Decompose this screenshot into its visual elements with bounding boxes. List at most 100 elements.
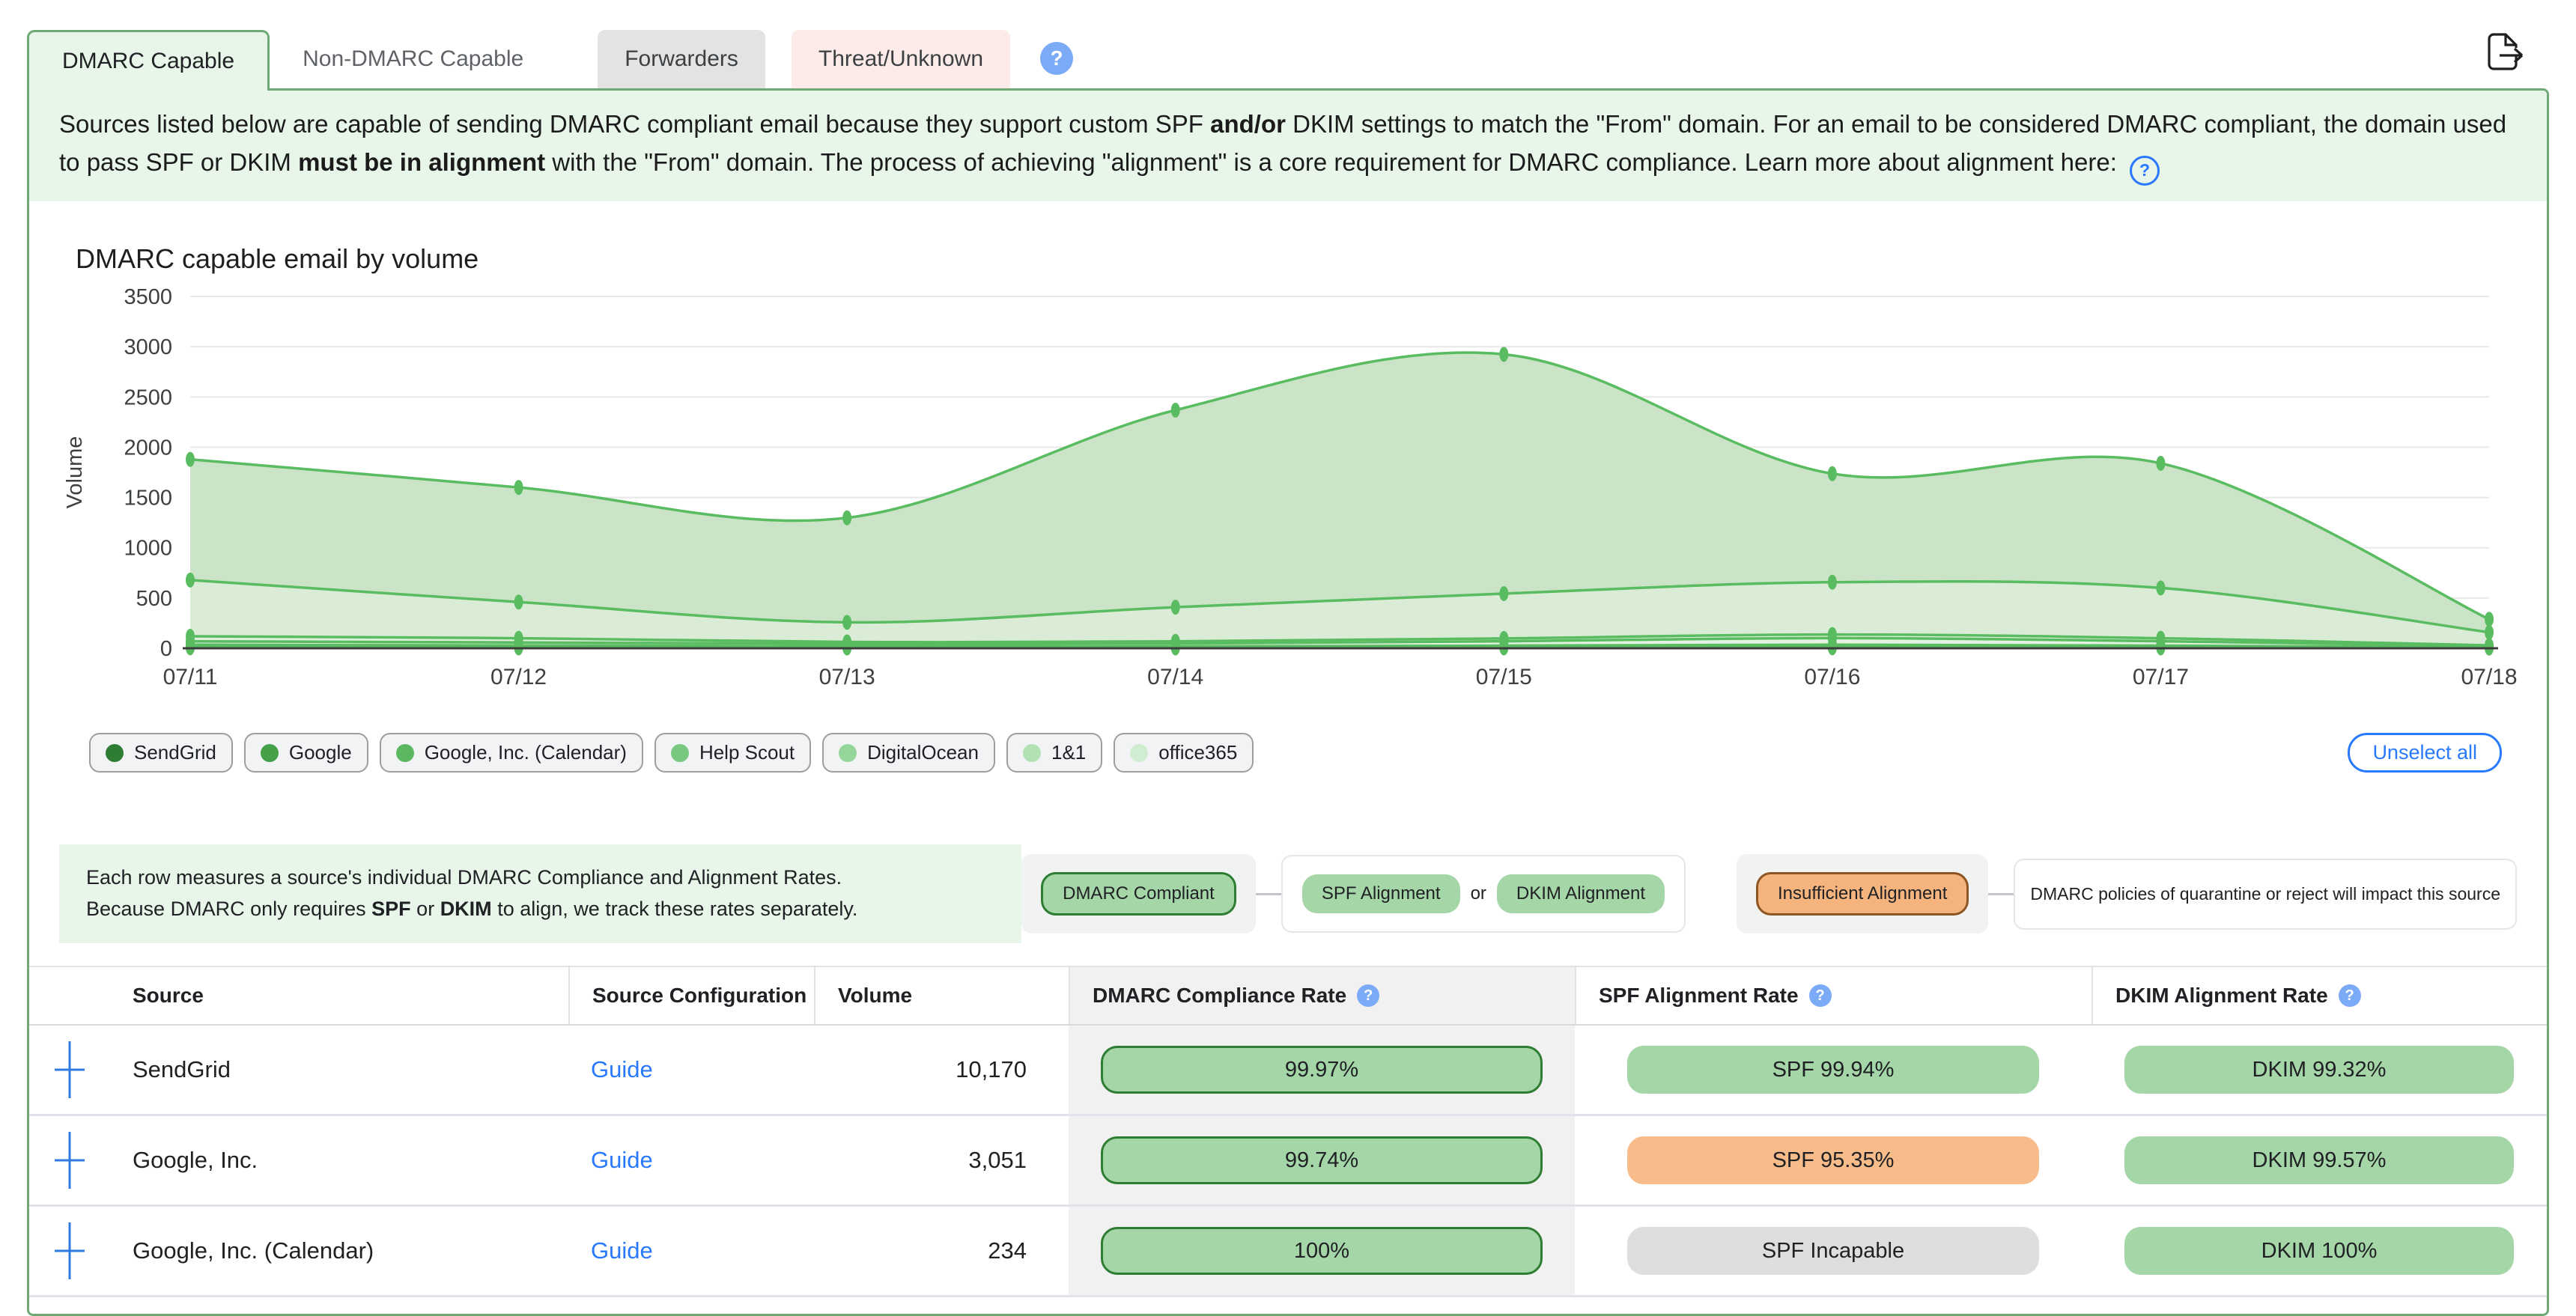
explainer-line2: Because DMARC only requires SPF or DKIM … (86, 898, 858, 921)
volume-column-header: Volume (814, 967, 1069, 1025)
volume-value: 10,170 (956, 1056, 1027, 1083)
dmarc-compliant-badge: DMARC Compliant (1041, 872, 1236, 916)
svg-text:3000: 3000 (124, 336, 172, 360)
connector-line (1988, 892, 2014, 895)
series-label: SendGrid (134, 741, 216, 764)
expand-row-button[interactable] (29, 1026, 110, 1114)
dkim-alignment-pill: DKIM 100% (2124, 1227, 2514, 1276)
svg-text:0: 0 (160, 637, 172, 661)
svg-text:2500: 2500 (124, 386, 172, 410)
export-icon[interactable] (2479, 28, 2528, 82)
series-label: Google (288, 741, 352, 764)
export-document-arrow-icon (2488, 33, 2524, 70)
or-label: or (1470, 883, 1486, 904)
dmarc-compliance-pill: 100% (1101, 1227, 1543, 1276)
svg-text:3500: 3500 (124, 285, 172, 309)
legend-chip-help-scout[interactable]: Help Scout (654, 733, 812, 773)
series-color-dot (1022, 743, 1041, 762)
tab-forwarders[interactable]: Forwarders (598, 30, 765, 88)
plus-icon (55, 1132, 85, 1189)
svg-text:07/14: 07/14 (1147, 665, 1203, 689)
source-name: Google, Inc. (Calendar) (133, 1237, 374, 1264)
table-row-google-calendar: Google, Inc. (Calendar) Guide 234 100% S… (29, 1207, 2547, 1298)
legend-chip-google-calendar[interactable]: Google, Inc. (Calendar) (379, 733, 643, 773)
dkim-alignment-pill: DKIM 99.57% (2124, 1136, 2514, 1185)
series-label: 1&1 (1051, 741, 1087, 764)
tab-bar: DMARC Capable Non-DMARC Capable Forwarde… (27, 28, 2549, 91)
legend-chip-digitalocean[interactable]: DigitalOcean (822, 733, 995, 773)
svg-text:07/18: 07/18 (2461, 665, 2517, 689)
dkim-help-icon[interactable]: ? (2338, 984, 2361, 1008)
svg-text:1000: 1000 (124, 537, 172, 561)
explainer-box: Each row measures a source's individual … (59, 844, 1022, 944)
series-label: Google, Inc. (Calendar) (424, 741, 627, 764)
policy-note: DMARC policies of quarantine or reject w… (2014, 858, 2517, 930)
insufficient-badge-box: Insufficient Alignment (1737, 854, 1989, 934)
svg-text:1500: 1500 (124, 487, 172, 511)
plus-icon (55, 1041, 85, 1099)
source-column-header: Source (133, 984, 204, 1008)
connector-line (1255, 892, 1281, 895)
series-label: DigitalOcean (867, 741, 979, 764)
badge-legend: DMARC Compliant SPF Alignment or DKIM Al… (1021, 854, 2517, 934)
legend-chip-1and1[interactable]: 1&1 (1006, 733, 1103, 773)
chart-legend-row: SendGrid Google Google, Inc. (Calendar) … (29, 733, 2547, 773)
compliant-badge-box: DMARC Compliant (1021, 854, 1256, 934)
svg-text:07/11: 07/11 (163, 665, 218, 689)
tabs-help-icon[interactable]: ? (1040, 42, 1074, 75)
sources-table: Source Source Configuration Volume DMARC… (29, 966, 2547, 1298)
expand-row-button[interactable] (29, 1116, 110, 1204)
legend-chip-sendgrid[interactable]: SendGrid (89, 733, 233, 773)
svg-text:07/12: 07/12 (490, 665, 547, 689)
spf-alignment-pill: SPF 99.94% (1627, 1046, 2039, 1094)
guide-link[interactable]: Guide (591, 1056, 653, 1083)
series-color-dot (670, 743, 689, 762)
unselect-all-button[interactable]: Unselect all (2348, 733, 2502, 773)
svg-text:07/17: 07/17 (2133, 665, 2189, 689)
spf-column-header: SPF Alignment Rate ? (1575, 967, 2092, 1025)
table-row-sendgrid: SendGrid Guide 10,170 99.97% SPF 99.94% … (29, 1026, 2547, 1117)
dkim-column-header: DKIM Alignment Rate ? (2092, 967, 2547, 1025)
spf-alignment-pill: SPF 95.35% (1627, 1136, 2039, 1185)
svg-text:500: 500 (136, 587, 172, 611)
series-color-dot (395, 743, 414, 762)
dmarc-capable-panel: Sources listed below are capable of send… (27, 88, 2549, 1316)
source-name: SendGrid (133, 1056, 231, 1083)
volume-value: 3,051 (968, 1147, 1027, 1174)
expand-column-header (29, 967, 110, 1024)
dmarc-compliance-pill: 99.97% (1101, 1046, 1543, 1094)
stacked-area-chart: 0 500 1000 1500 2000 2500 3000 3500 07/11 07/12 07… (63, 285, 2518, 689)
svg-text:07/15: 07/15 (1476, 665, 1532, 689)
spf-help-icon[interactable]: ? (1808, 984, 1832, 1008)
series-label: office365 (1158, 741, 1238, 764)
dkim-alignment-badge: DKIM Alignment (1496, 874, 1665, 914)
svg-text:Volume: Volume (63, 436, 87, 509)
tab-non-dmarc-capable[interactable]: Non-DMARC Capable (270, 30, 557, 88)
explainer-row: Each row measures a source's individual … (59, 844, 2517, 944)
expand-row-button[interactable] (29, 1207, 110, 1295)
chart-title: DMARC capable email by volume (76, 243, 479, 275)
guide-link[interactable]: Guide (591, 1237, 653, 1264)
guide-link[interactable]: Guide (591, 1147, 653, 1174)
table-header-row: Source Source Configuration Volume DMARC… (29, 966, 2547, 1026)
series-color-dot (260, 743, 279, 762)
series-color-dot (839, 743, 857, 762)
legend-chip-google[interactable]: Google (243, 733, 368, 773)
compliance-help-icon[interactable]: ? (1357, 984, 1380, 1008)
table-row-google: Google, Inc. Guide 3,051 99.74% SPF 95.3… (29, 1116, 2547, 1207)
svg-text:07/16: 07/16 (1804, 665, 1860, 689)
plus-icon (55, 1222, 85, 1280)
alignment-help-icon[interactable]: ? (2130, 156, 2160, 186)
dmarc-compliance-pill: 99.74% (1101, 1136, 1543, 1185)
tab-threat-unknown[interactable]: Threat/Unknown (791, 30, 1011, 88)
banner-text: Sources listed below are capable of send… (59, 110, 2507, 177)
spf-alignment-pill: SPF Incapable (1627, 1227, 2039, 1276)
insufficient-alignment-badge: Insufficient Alignment (1756, 872, 1969, 916)
series-color-dot (106, 743, 124, 762)
series-color-dot (1130, 743, 1149, 762)
legend-chip-office365[interactable]: office365 (1114, 733, 1254, 773)
svg-text:2000: 2000 (124, 436, 172, 460)
config-column-header: Source Configuration (568, 967, 814, 1025)
svg-text:07/13: 07/13 (819, 665, 875, 689)
tab-dmarc-capable[interactable]: DMARC Capable (27, 30, 270, 91)
